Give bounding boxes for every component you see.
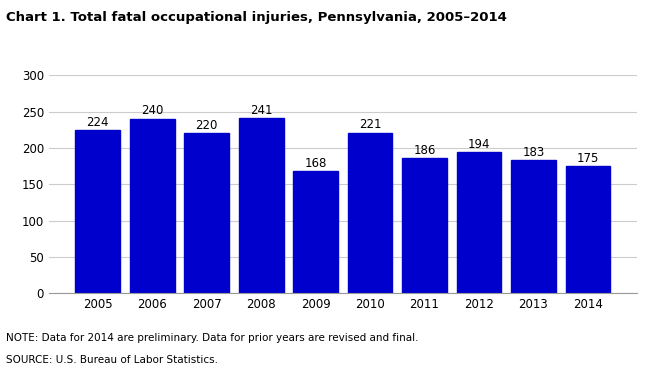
- Bar: [402, 158, 447, 293]
- Bar: [75, 130, 120, 293]
- Text: 241: 241: [250, 104, 272, 117]
- Bar: [130, 119, 175, 293]
- Bar: [457, 152, 501, 293]
- Bar: [511, 160, 556, 293]
- Bar: [348, 133, 393, 293]
- Text: 224: 224: [86, 116, 109, 129]
- Text: NOTE: Data for 2014 are preliminary. Data for prior years are revised and final.: NOTE: Data for 2014 are preliminary. Dat…: [6, 333, 419, 343]
- Text: SOURCE: U.S. Bureau of Labor Statistics.: SOURCE: U.S. Bureau of Labor Statistics.: [6, 355, 218, 365]
- Bar: [293, 171, 338, 293]
- Text: 240: 240: [141, 105, 163, 117]
- Text: Chart 1. Total fatal occupational injuries, Pennsylvania, 2005–2014: Chart 1. Total fatal occupational injuri…: [6, 11, 508, 24]
- Bar: [239, 118, 283, 293]
- Text: 175: 175: [577, 152, 599, 165]
- Text: 186: 186: [413, 144, 436, 157]
- Text: 168: 168: [304, 157, 327, 170]
- Text: 221: 221: [359, 118, 382, 131]
- Text: 183: 183: [523, 146, 545, 159]
- Text: 194: 194: [468, 138, 490, 151]
- Bar: [185, 133, 229, 293]
- Text: 220: 220: [196, 119, 218, 132]
- Bar: [566, 166, 610, 293]
